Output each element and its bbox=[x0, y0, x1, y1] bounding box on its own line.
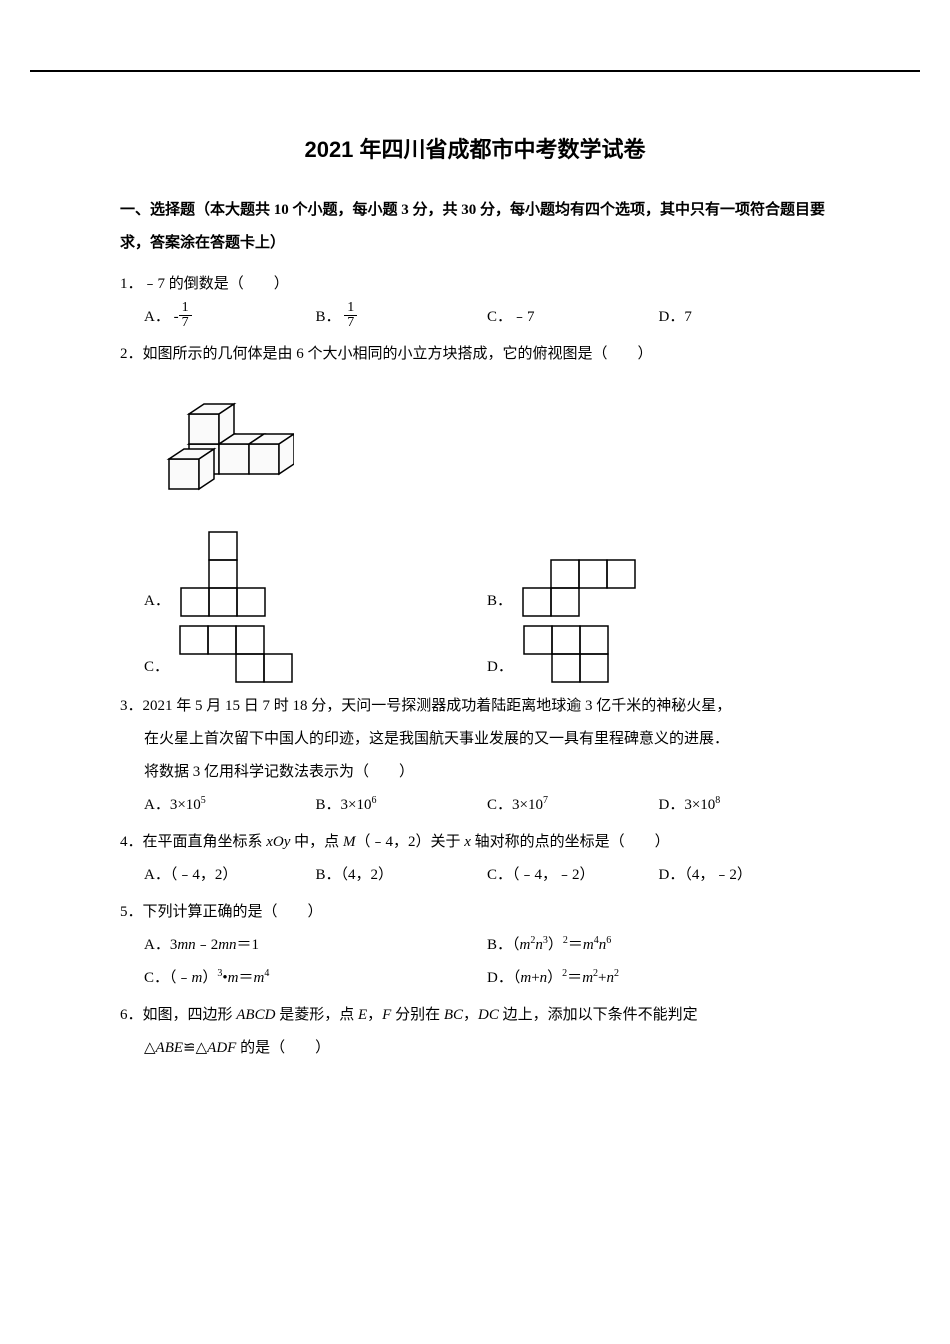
q2-solid-figure bbox=[144, 379, 830, 522]
q3-line3: 将数据 3 亿用科学记数法表示为（ ） bbox=[120, 756, 830, 789]
q2-text: 2．如图所示的几何体是由 6 个大小相同的小立方块搭成，它的俯视图是（ ） bbox=[120, 338, 830, 371]
q5-opt-b: B．（m2n3）2＝m4n6 bbox=[487, 929, 830, 962]
fraction-icon: 17 bbox=[344, 301, 357, 330]
question-1: 1．﹣7 的倒数是（ ） A． -17 B． 17 C．﹣7 D．7 bbox=[120, 268, 830, 334]
q1-text: 1．﹣7 的倒数是（ ） bbox=[120, 268, 830, 301]
q5-opt-d: D．（m+n）2＝m2+n2 bbox=[487, 962, 830, 995]
q3-options: A．3×105 B．3×106 C．3×107 D．3×108 bbox=[120, 789, 830, 822]
q2-c-label: C． bbox=[144, 651, 169, 684]
question-2: 2．如图所示的几何体是由 6 个大小相同的小立方块搭成，它的俯视图是（ ） bbox=[120, 338, 830, 684]
q5-opt-a: A．3mn﹣2mn＝1 bbox=[144, 929, 487, 962]
section-1-header: 一、选择题（本大题共 10 个小题，每小题 3 分，共 30 分，每小题均有四个… bbox=[120, 194, 830, 260]
question-5: 5．下列计算正确的是（ ） A．3mn﹣2mn＝1 B．（m2n3）2＝m4n6… bbox=[120, 896, 830, 995]
question-6: 6．如图，四边形 ABCD 是菱形，点 E，F 分别在 BC，DC 边上，添加以… bbox=[120, 999, 830, 1065]
top-view-a-icon bbox=[178, 530, 268, 618]
q4-options: A．（﹣4，2） B．（4，2） C．（﹣4，﹣2） D．（4，﹣2） bbox=[120, 859, 830, 892]
q2-a-label: A． bbox=[144, 585, 170, 618]
q4-text: 4．在平面直角坐标系 xOy 中，点 M（﹣4，2）关于 x 轴对称的点的坐标是… bbox=[120, 826, 830, 859]
q2-b-label: B． bbox=[487, 585, 512, 618]
q2-opt-d: D． bbox=[487, 624, 830, 684]
q3-line1: 3．2021 年 5 月 15 日 7 时 18 分，天问一号探测器成功着陆距离… bbox=[120, 690, 830, 723]
q2-opt-c: C． bbox=[144, 624, 487, 684]
q3-opt-c: C．3×107 bbox=[487, 789, 659, 822]
q5-text: 5．下列计算正确的是（ ） bbox=[120, 896, 830, 929]
exam-page: 2021 年四川省成都市中考数学试卷 一、选择题（本大题共 10 个小题，每小题… bbox=[30, 70, 920, 1129]
q1-b-label: B． bbox=[316, 309, 341, 325]
top-view-b-icon bbox=[520, 558, 638, 618]
q1-opt-a: A． -17 bbox=[144, 301, 316, 334]
q3-opt-d: D．3×108 bbox=[659, 789, 831, 822]
q3-opt-b: B．3×106 bbox=[316, 789, 488, 822]
top-view-d-icon bbox=[521, 624, 611, 684]
q4-opt-a: A．（﹣4，2） bbox=[144, 859, 316, 892]
question-3: 3．2021 年 5 月 15 日 7 时 18 分，天问一号探测器成功着陆距离… bbox=[120, 690, 830, 822]
q5-row2: C．（﹣m）3•m＝m4 D．（m+n）2＝m2+n2 bbox=[120, 962, 830, 995]
q2-opt-a: A． bbox=[144, 530, 487, 618]
q4-opt-d: D．（4，﹣2） bbox=[659, 859, 831, 892]
q3-line2: 在火星上首次留下中国人的印迹，这是我国航天事业发展的又一具有里程碑意义的进展． bbox=[120, 723, 830, 756]
q6-line2: △ABE≌△ADF 的是（ ） bbox=[120, 1032, 830, 1065]
q2-d-label: D． bbox=[487, 651, 513, 684]
q3-opt-a: A．3×105 bbox=[144, 789, 316, 822]
q5-row1: A．3mn﹣2mn＝1 B．（m2n3）2＝m4n6 bbox=[120, 929, 830, 962]
q5-opt-c: C．（﹣m）3•m＝m4 bbox=[144, 962, 487, 995]
q1-opt-b: B． 17 bbox=[316, 301, 488, 334]
q2-opt-b: B． bbox=[487, 530, 830, 618]
q1-options: A． -17 B． 17 C．﹣7 D．7 bbox=[120, 301, 830, 334]
q1-a-label: A． bbox=[144, 309, 170, 325]
q1-opt-d: D．7 bbox=[659, 301, 831, 334]
cube-stack-icon bbox=[144, 379, 294, 509]
fraction-icon: 17 bbox=[179, 301, 192, 330]
top-view-c-icon bbox=[177, 624, 295, 684]
question-4: 4．在平面直角坐标系 xOy 中，点 M（﹣4，2）关于 x 轴对称的点的坐标是… bbox=[120, 826, 830, 892]
q6-line1: 6．如图，四边形 ABCD 是菱形，点 E，F 分别在 BC，DC 边上，添加以… bbox=[120, 999, 830, 1032]
q4-opt-c: C．（﹣4，﹣2） bbox=[487, 859, 659, 892]
q2-option-figures: A． B． bbox=[120, 530, 830, 684]
q4-opt-b: B．（4，2） bbox=[316, 859, 488, 892]
exam-title: 2021 年四川省成都市中考数学试卷 bbox=[120, 132, 830, 164]
q1-opt-c: C．﹣7 bbox=[487, 301, 659, 334]
